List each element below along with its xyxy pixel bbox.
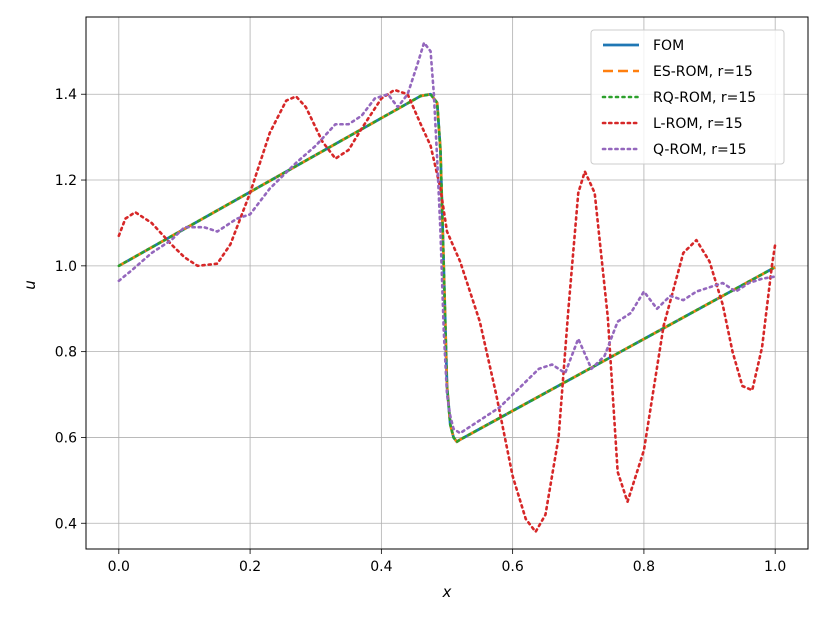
y-tick-label: 0.4	[55, 516, 77, 532]
y-tick-label: 1.2	[55, 173, 77, 189]
legend-label: FOM	[653, 38, 684, 54]
series-line-2	[117, 92, 777, 444]
legend-label: RQ-ROM, r=15	[653, 90, 756, 106]
series-layer	[117, 41, 777, 534]
legend-label: Q-ROM, r=15	[653, 142, 747, 158]
x-tick-label: 0.8	[633, 559, 655, 575]
x-tick-label: 0.2	[239, 559, 261, 575]
y-tick-label: 0.6	[55, 430, 77, 446]
plot-frame	[85, 16, 809, 550]
series-line-3	[117, 88, 777, 534]
ticks-layer: 0.0 0.2 0.4 0.6 0.8 1.0 0.4 0.6 0.8 1.0 1.2 1.4	[55, 87, 787, 575]
x-tick-label: 1.0	[764, 559, 786, 575]
y-tick-label: 0.8	[55, 345, 77, 361]
x-tick-label: 0.0	[108, 559, 130, 575]
x-axis-label: x	[442, 583, 452, 601]
legend-label: L-ROM, r=15	[653, 116, 743, 132]
legend-box	[590, 29, 785, 165]
legend-label: ES-ROM, r=15	[653, 64, 753, 80]
y-tick-label: 1.0	[55, 259, 77, 275]
x-tick-label: 0.6	[502, 559, 524, 575]
legend: FOM ES-ROM, r=15 RQ-ROM, r=15 L-ROM, r=15 Q-…	[590, 29, 785, 165]
y-axis-label: u	[21, 280, 39, 290]
legend-entries: FOM ES-ROM, r=15 RQ-ROM, r=15 L-ROM, r=15 Q-…	[601, 38, 756, 158]
y-tick-label: 1.4	[55, 87, 77, 103]
axes-layer	[85, 16, 809, 550]
series-line-4	[117, 41, 777, 435]
x-tick-label: 0.4	[370, 559, 392, 575]
